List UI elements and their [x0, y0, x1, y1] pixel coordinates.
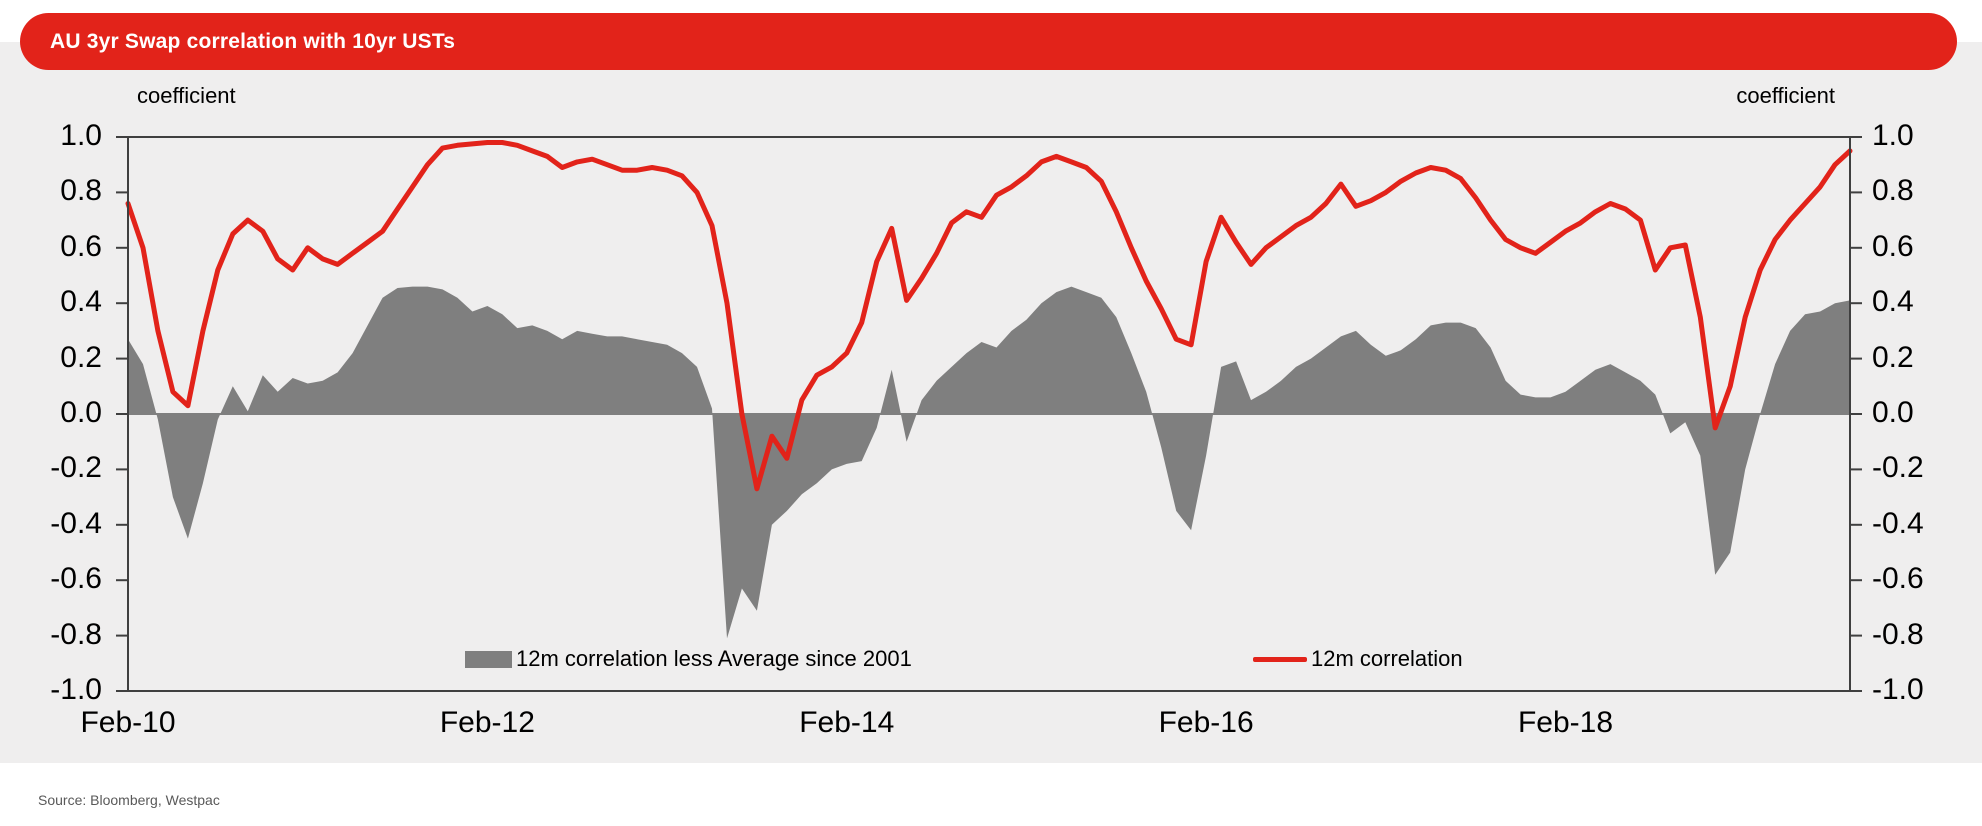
area-legend-label: 12m correlation less Average since 2001 [516, 646, 912, 671]
y-tick-label-left: 0.6 [60, 229, 102, 263]
y-tick-label-left: -0.6 [50, 562, 102, 596]
source-note: Source: Bloomberg, Westpac [38, 792, 220, 808]
chart-title: AU 3yr Swap correlation with 10yr USTs [50, 29, 456, 53]
x-tick-label: Feb-12 [439, 706, 535, 739]
y-tick-label-left: 0.2 [60, 340, 102, 374]
area-series [128, 286, 1850, 639]
y-tick-label-left: -0.8 [50, 617, 102, 651]
legend-item-line: 12m correlation [1253, 646, 1463, 672]
y-tick-label-left: 0.0 [60, 396, 102, 429]
y-tick-label-right: 0.6 [1872, 229, 1914, 263]
title-banner: AU 3yr Swap correlation with 10yr USTs [20, 13, 1957, 70]
y-tick-label-right: -0.8 [1872, 617, 1924, 651]
y-tick-label-left: 0.8 [60, 174, 102, 208]
x-tick-label: Feb-14 [799, 706, 895, 739]
y-tick-label-right: -0.2 [1872, 451, 1924, 485]
y-axis-title-left: coefficient [137, 83, 236, 108]
x-tick-label: Feb-10 [80, 706, 176, 739]
y-tick-label-right: 1.0 [1872, 119, 1914, 152]
y-tick-label-right: -0.6 [1872, 562, 1924, 596]
y-tick-label-right: -0.4 [1872, 506, 1924, 540]
y-tick-label-left: -0.2 [50, 451, 102, 485]
area-legend-swatch [465, 650, 512, 668]
line-legend-label: 12m correlation [1311, 646, 1463, 671]
y-tick-label-right: 0.0 [1872, 396, 1914, 429]
y-tick-label-right: 0.4 [1872, 285, 1914, 319]
y-tick-label-left: 0.4 [60, 285, 102, 319]
y-tick-label-left: 1.0 [60, 119, 102, 152]
x-tick-label: Feb-16 [1158, 706, 1254, 739]
legend-item-area: 12m correlation less Average since 2001 [465, 646, 912, 672]
y-tick-label-right: 0.8 [1872, 174, 1914, 208]
y-axis-title-right: coefficient [1736, 83, 1835, 108]
y-tick-label-right: 0.2 [1872, 340, 1914, 374]
line-legend-swatch [1253, 656, 1307, 662]
y-tick-label-right: -1.0 [1872, 673, 1924, 706]
x-tick-label: Feb-18 [1517, 706, 1614, 739]
y-tick-label-left: -0.4 [50, 506, 102, 540]
line-series [125, 140, 1853, 492]
y-tick-label-left: -1.0 [50, 673, 102, 706]
